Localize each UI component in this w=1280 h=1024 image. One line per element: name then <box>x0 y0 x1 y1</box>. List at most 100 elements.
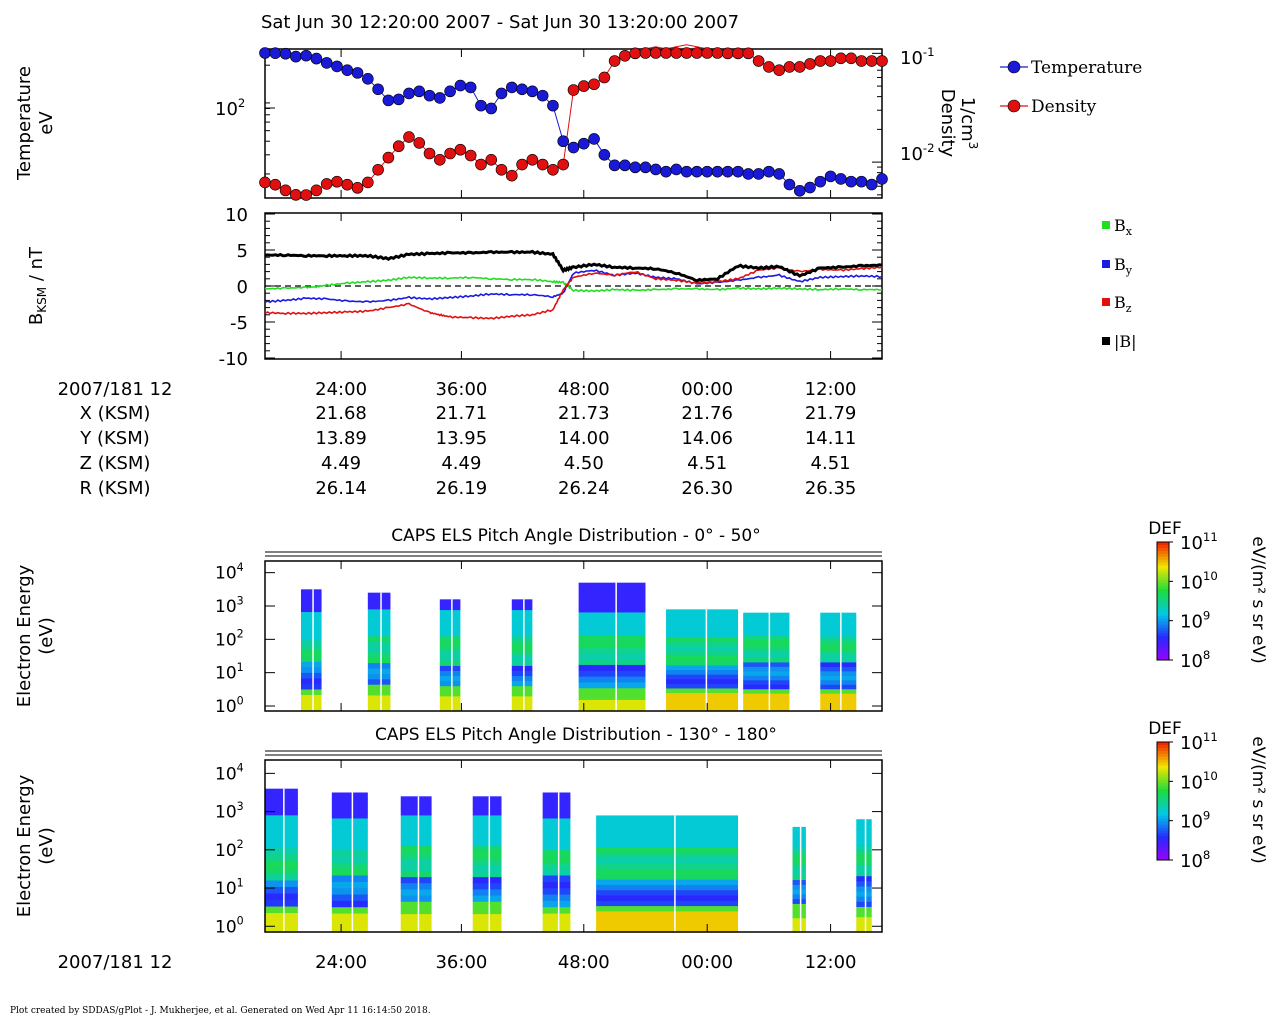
spectrogram-cell <box>578 600 646 607</box>
spectrogram-cell <box>596 894 739 901</box>
energy-tick-label: 102 <box>215 628 244 651</box>
spectrogram-cell <box>511 599 533 606</box>
temperature-point <box>629 161 642 174</box>
spectrogram-cell <box>367 635 391 642</box>
spectrogram-cell <box>472 870 502 878</box>
temperature-point <box>331 60 343 73</box>
spectrogram-cell <box>400 925 432 933</box>
spectrogram-cell <box>367 689 391 696</box>
ephemeris-value: 21.73 <box>558 403 610 424</box>
spectrogram-cell <box>792 927 806 933</box>
density-point <box>382 151 395 164</box>
colorbar-cell <box>1157 803 1169 808</box>
spectrogram-cell <box>472 857 502 865</box>
spectrogram-cell <box>820 621 857 627</box>
colorbar-cell <box>1157 744 1169 749</box>
density-point <box>413 137 426 149</box>
spectrogram-cell <box>666 669 739 675</box>
colorbar-cell <box>1157 586 1169 590</box>
temperature-point <box>865 178 878 191</box>
density-point <box>649 47 662 59</box>
spectrogram-cell <box>511 639 533 646</box>
spectrogram-cell <box>400 808 432 816</box>
field-axis-label: BKSM / nT <box>26 246 49 325</box>
field-legend: Bx By Bz |B| <box>1102 216 1137 351</box>
density-point <box>536 158 549 171</box>
temperature-point <box>423 89 436 102</box>
spectrogram-cell <box>820 626 857 632</box>
spectrogram-cell <box>792 865 806 871</box>
colorbar-tick-label: 108 <box>1180 848 1210 872</box>
spectrogram-cell <box>367 598 391 605</box>
density-point <box>711 47 724 59</box>
spectrogram-cell <box>265 892 298 901</box>
spectrogram-gap <box>451 599 453 711</box>
density-point <box>392 140 405 153</box>
spectrogram-cell <box>331 830 368 838</box>
spectrogram-gap <box>840 612 842 711</box>
temperature-point <box>382 94 395 107</box>
spectrogram-cell <box>666 646 739 652</box>
colorbar-tick-label: 1011 <box>1180 530 1218 554</box>
colorbar-cell <box>1157 771 1169 775</box>
spectrogram-cell <box>472 839 502 847</box>
density-point <box>269 178 282 191</box>
spectrogram-frame <box>264 759 883 933</box>
colorbar-cell <box>1157 615 1169 620</box>
spectrogram-cell <box>578 606 646 613</box>
spectrogram-cell <box>265 873 298 881</box>
spectrogram-cell <box>820 693 857 699</box>
colorbar-cell <box>1157 798 1169 802</box>
temperature-point <box>351 67 364 79</box>
spectrogram-cell <box>666 618 739 624</box>
colorbar-cell <box>1157 765 1169 770</box>
colorbar-cell <box>1157 618 1169 623</box>
colorbar-cell <box>1157 612 1169 617</box>
spectrogram-cell <box>331 798 368 806</box>
temperature-point <box>526 85 539 98</box>
spectrogram-gap <box>283 788 285 932</box>
spectrogram-cell <box>300 644 322 651</box>
spectrogram-cell <box>511 680 533 687</box>
density-point <box>660 47 672 59</box>
spectrogram-cell <box>331 919 368 927</box>
temperature-point <box>649 163 662 176</box>
spectrogram-cell <box>400 839 432 847</box>
spectrogram-cell <box>331 874 368 882</box>
density-point <box>598 71 611 84</box>
spectrogram-cell <box>542 925 571 933</box>
spectrogram-cell <box>666 632 739 638</box>
temperature-label: Temperature <box>14 66 35 181</box>
colorbar-cell <box>1157 550 1169 555</box>
density-point <box>793 61 806 73</box>
spectrogram-cell <box>439 700 461 707</box>
time-tick-label: 12:00 <box>805 379 857 400</box>
density-point <box>505 169 518 182</box>
spectrogram-cell <box>578 635 646 642</box>
spectrogram-cell <box>856 849 872 856</box>
spectrogram-cell <box>743 643 790 650</box>
density-point <box>752 55 765 67</box>
spectrogram-cell <box>666 655 739 661</box>
spectrogram-cell <box>439 705 461 712</box>
spectrogram-cell <box>472 827 502 834</box>
spectrogram-cell <box>792 903 806 909</box>
spectrogram-cell <box>439 655 461 661</box>
spectrogram-cell <box>472 864 502 871</box>
spectrogram-cell <box>792 889 806 895</box>
density-point <box>691 47 703 59</box>
temperature-point <box>752 168 765 180</box>
spectrogram-cell <box>331 843 368 851</box>
spectrogram-cell <box>265 821 298 829</box>
spectrogram-cell <box>300 616 322 624</box>
spectrogram-gap <box>380 592 382 711</box>
spectrogram-cell <box>856 885 872 892</box>
colorbar-cell <box>1157 568 1169 572</box>
energy-tick-label: 103 <box>215 800 244 823</box>
spectrogram-cell <box>743 626 790 632</box>
spectrogram-cell <box>856 875 872 882</box>
spectrogram-cell <box>792 922 806 928</box>
field-label: BKSM / nT <box>26 246 49 325</box>
spectrogram-cell <box>367 614 391 621</box>
colorbar-cell <box>1157 824 1169 829</box>
